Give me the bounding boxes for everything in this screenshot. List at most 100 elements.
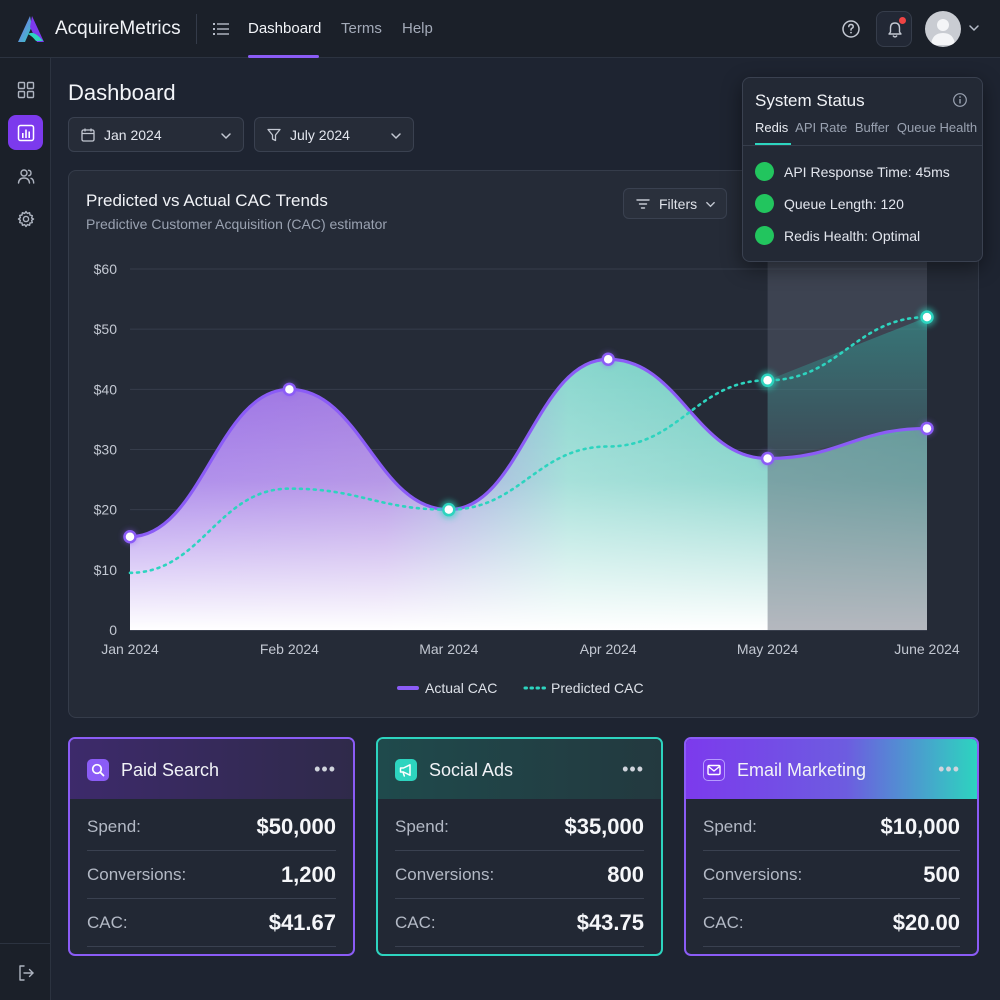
metric-label: Conversions: (87, 865, 187, 884)
nav-dashboard[interactable]: Dashboard (248, 20, 322, 37)
legend-actual-label: Actual CAC (425, 680, 497, 696)
avatar[interactable] (925, 11, 961, 47)
actual-cac-point (760, 451, 775, 466)
users-icon (17, 168, 34, 184)
y-tick-label: $10 (94, 562, 118, 578)
y-tick-label: $40 (94, 381, 118, 397)
status-tab-redis[interactable]: Redis (755, 120, 789, 135)
actual-cac-point (920, 421, 934, 436)
metric-value: $50,000 (256, 814, 336, 839)
page-title: Dashboard (68, 80, 176, 105)
channel-card-paid-search[interactable]: Paid Search ••• Spend: $50,000 Conversion… (68, 737, 355, 956)
status-tab-buffer[interactable]: Buffer (854, 120, 890, 135)
channel-name: Social Ads (429, 760, 514, 780)
metric-row: Conversions: 1,200 (87, 851, 336, 899)
info-icon[interactable] (952, 92, 968, 108)
sidebar-item-settings[interactable] (8, 201, 43, 236)
status-item: Queue Length: 120 (755, 194, 904, 213)
channel-card-social-ads[interactable]: Social Ads ••• Spend: $35,000 Conversions… (376, 737, 663, 956)
predicted-cac-point (920, 310, 934, 324)
chart-title: Predicted vs Actual CAC Trends (86, 191, 328, 210)
sidebar-item-users[interactable] (8, 158, 43, 193)
status-ok-indicator (755, 162, 774, 181)
menu-icon[interactable] (212, 20, 230, 38)
metric-row: CAC: $41.67 (87, 899, 336, 947)
chevron-down-icon[interactable] (968, 22, 980, 34)
help-icon[interactable] (840, 18, 862, 40)
sidebar-item-logout[interactable] (8, 955, 43, 990)
bar-chart-icon (17, 124, 34, 141)
filters-label: Filters (659, 195, 698, 212)
more-options-icon[interactable]: ••• (622, 759, 644, 779)
mail-icon (703, 759, 725, 781)
x-tick-label: Feb 2024 (260, 641, 319, 657)
metric-value: 500 (923, 862, 960, 887)
x-tick-label: June 2024 (894, 641, 960, 657)
channel-card-email-marketing[interactable]: Email Marketing ••• Spend: $10,000 Conver… (684, 737, 979, 956)
metric-label: Spend: (395, 817, 449, 836)
calendar-icon (81, 128, 95, 142)
x-tick-label: Jan 2024 (101, 641, 159, 657)
app-name: AcquireMetrics (55, 18, 181, 39)
status-ok-indicator (755, 226, 774, 245)
metric-row: Spend: $35,000 (395, 803, 644, 851)
status-tab-queue-health[interactable]: Queue Health (896, 120, 978, 135)
status-item-text: Redis Health: Optimal (784, 227, 921, 244)
metric-row: Conversions: 800 (395, 851, 644, 899)
x-tick-label: May 2024 (737, 641, 799, 657)
y-tick-label: $60 (94, 261, 118, 277)
nav-terms[interactable]: Terms (341, 20, 382, 37)
legend-predicted-label: Predicted CAC (551, 680, 644, 696)
more-options-icon[interactable]: ••• (314, 759, 336, 779)
channel-card-header: Email Marketing ••• (686, 739, 977, 799)
metric-label: CAC: (87, 913, 128, 932)
status-item: Redis Health: Optimal (755, 226, 920, 245)
metric-label: Conversions: (395, 865, 495, 884)
status-tab-indicator (755, 143, 791, 145)
x-tick-label: Apr 2024 (580, 641, 637, 657)
top-bar: AcquireMetrics Dashboard Terms Help (0, 0, 1000, 58)
status-tab-api-rate[interactable]: API Rate (795, 120, 848, 135)
more-options-icon[interactable]: ••• (938, 759, 960, 779)
filter-lines-icon (636, 198, 650, 209)
active-tab-indicator (248, 55, 319, 58)
popover-divider (743, 145, 982, 146)
chevron-down-icon (391, 133, 401, 140)
user-avatar-icon (931, 19, 955, 45)
bell-icon (888, 22, 902, 38)
chevron-down-icon (706, 201, 715, 208)
filters-button[interactable]: Filters (623, 188, 727, 219)
metric-row: Spend: $50,000 (87, 803, 336, 851)
app-logo-icon[interactable] (16, 14, 48, 44)
nav-help[interactable]: Help (402, 20, 433, 37)
metric-label: Spend: (703, 817, 757, 836)
sidebar (0, 58, 51, 1000)
megaphone-icon (395, 759, 417, 781)
grid-icon (17, 81, 34, 98)
predicted-cac-area (767, 317, 927, 459)
predicted-cac-line (128, 315, 929, 575)
status-item: API Response Time: 45ms (755, 162, 950, 181)
system-status-popover: System Status Redis API Rate Buffer Queu… (742, 77, 983, 262)
channel-card-header: Paid Search ••• (70, 739, 353, 799)
cac-trend-chart: 0 $10 $20 $30 $40 $50 $60 Jan 2024 Feb 2024 Mar 2… (94, 259, 960, 696)
metric-value: 1,200 (280, 862, 336, 887)
metric-label: CAC: (395, 913, 436, 932)
metric-row: Conversions: 500 (703, 851, 960, 899)
metric-label: CAC: (703, 913, 744, 932)
filter-funnel-icon (267, 128, 281, 141)
sidebar-item-analytics[interactable] (8, 115, 43, 150)
start-date-value: Jan 2024 (104, 126, 162, 143)
sidebar-item-grid[interactable] (8, 72, 43, 107)
actual-cac-point (282, 382, 297, 397)
status-tabs: Redis API Rate Buffer Queue Health (755, 120, 981, 135)
metric-value: $43.75 (576, 910, 644, 935)
start-date-select[interactable]: Jan 2024 (68, 117, 244, 152)
y-tick-label: $50 (94, 321, 118, 337)
y-tick-label: $20 (94, 502, 118, 518)
metric-value: $35,000 (564, 814, 644, 839)
metric-label: Conversions: (703, 865, 803, 884)
actual-cac-point (601, 352, 615, 366)
notifications-button[interactable] (876, 11, 912, 47)
end-date-select[interactable]: July 2024 (254, 117, 414, 152)
